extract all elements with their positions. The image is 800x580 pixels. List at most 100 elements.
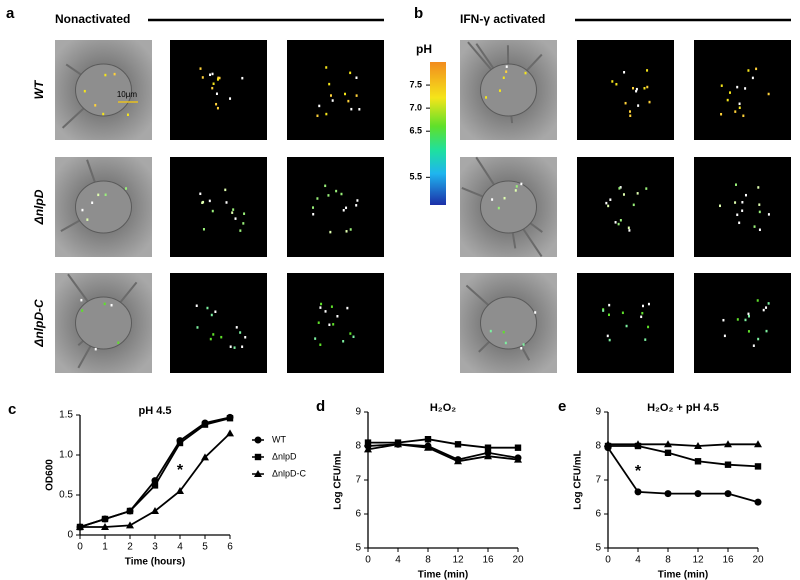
x-axis-label: Time (min) [418, 570, 468, 580]
series-line [368, 438, 518, 449]
y-tick-label: 1.5 [59, 410, 73, 421]
bacterium [319, 306, 322, 309]
bacterium [755, 67, 758, 71]
bacterium [349, 228, 352, 231]
bacterium [342, 209, 345, 212]
bacterium [644, 338, 647, 341]
bacterium [606, 334, 609, 338]
bacterium [215, 92, 218, 96]
bacterium [758, 210, 761, 214]
bacterium [611, 80, 614, 83]
bacterium [628, 229, 631, 232]
bacterium [345, 230, 348, 233]
bacterium [503, 196, 506, 200]
bacterium [752, 344, 755, 347]
panel-label: b [414, 5, 423, 22]
bacterium [729, 91, 732, 94]
bacterium [758, 228, 761, 232]
bacterium [229, 97, 232, 100]
panel-title: Nonactivated [55, 12, 130, 26]
panel-label: d [316, 398, 325, 415]
bacterium [342, 340, 345, 343]
bacterium [624, 101, 627, 105]
bacterium [614, 221, 617, 224]
legend-marker [254, 470, 262, 477]
bacterium [104, 193, 107, 196]
bacterium [608, 303, 611, 307]
marker [634, 488, 642, 496]
bacterium [736, 318, 739, 321]
bacterium [216, 78, 219, 81]
row-label: WT [32, 79, 46, 99]
bacterium [762, 308, 765, 312]
series-line [367, 443, 519, 463]
marker [484, 452, 492, 460]
bacterium [358, 108, 361, 111]
bacterium [356, 199, 359, 202]
bacterium [214, 310, 217, 313]
marker [101, 515, 109, 523]
x-tick-label: 4 [177, 542, 183, 553]
bacterium [325, 112, 328, 116]
row-label: ΔnlpD [32, 189, 46, 225]
bacterium [497, 206, 500, 210]
bacterium [744, 318, 747, 322]
x-tick-label: 16 [482, 555, 494, 566]
y-tick-label: 9 [595, 407, 601, 418]
bacterium [747, 330, 750, 333]
bacterium [647, 302, 650, 306]
bacterium [498, 89, 501, 92]
bacterium [211, 72, 214, 76]
micrographs [55, 40, 791, 373]
micrograph [694, 273, 791, 373]
y-tick-label: 9 [355, 407, 361, 418]
x-tick-label: 3 [152, 542, 158, 553]
x-tick-label: 0 [605, 555, 611, 566]
bacterium [335, 189, 338, 193]
bacterium [331, 99, 334, 102]
marker [454, 457, 462, 465]
bacterium [218, 76, 221, 80]
scale-bar-label: 10μm [117, 90, 138, 99]
x-tick-label: 4 [635, 555, 641, 566]
bacterium [325, 66, 328, 69]
bacterium [738, 102, 741, 106]
cell-body [75, 63, 132, 117]
bacterium [628, 110, 631, 113]
marker [514, 455, 522, 463]
colorbar-tick-label: 7.0 [409, 103, 422, 113]
bacterium [220, 335, 223, 339]
bacterium [619, 218, 622, 222]
bacterium [635, 89, 638, 93]
legend-marker [254, 453, 262, 461]
y-tick-label: 6 [595, 509, 601, 520]
bacterium [113, 72, 116, 76]
bacterium [233, 346, 236, 349]
panel-label: c [8, 401, 16, 418]
chart-title: H₂O₂ + pH 4.5 [647, 402, 719, 414]
y-tick-label: 7 [355, 475, 361, 486]
cell-body [480, 296, 537, 350]
bacterium [643, 87, 646, 90]
bacterium [646, 69, 649, 72]
micrograph [287, 157, 384, 257]
bacterium [744, 87, 747, 90]
marker [226, 415, 234, 422]
panel-label: a [6, 5, 15, 22]
bacterium [242, 222, 245, 225]
bacterium [91, 201, 94, 205]
micrograph [287, 40, 384, 140]
bacterium [747, 69, 750, 72]
bacterium [316, 114, 319, 118]
marker [754, 463, 762, 470]
bacterium [314, 337, 317, 340]
bacterium [225, 201, 228, 204]
bacterium [352, 335, 355, 339]
bacterium [317, 321, 320, 324]
bacterium [491, 198, 494, 201]
bacterium [239, 331, 242, 334]
y-axis-label: Log CFU/mL [573, 450, 584, 509]
bacterium [94, 347, 97, 351]
x-tick-label: 4 [395, 555, 401, 566]
